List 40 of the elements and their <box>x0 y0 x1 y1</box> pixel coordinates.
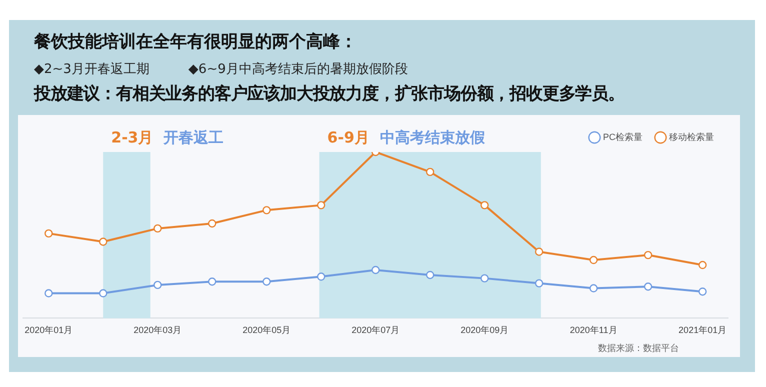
point <box>698 288 707 296</box>
point <box>208 278 216 286</box>
point <box>534 279 544 288</box>
band-label: 6-9月 中高考结束放假 <box>327 128 486 146</box>
x-tick-label: 2020年03月 <box>134 325 182 336</box>
point <box>372 266 380 274</box>
point <box>262 206 271 214</box>
x-tick-label: 2020年09月 <box>460 325 509 336</box>
x-tick-label: 2020年05月 <box>242 325 291 336</box>
point <box>426 270 434 280</box>
point <box>44 229 53 238</box>
point <box>480 274 489 282</box>
point <box>317 272 326 281</box>
point <box>208 219 216 228</box>
point <box>480 201 489 210</box>
point <box>644 250 652 260</box>
point <box>426 168 434 176</box>
point <box>99 238 108 246</box>
band-label: 2-3月 开春返工 <box>111 128 224 146</box>
point <box>589 284 598 292</box>
point <box>154 224 162 233</box>
point <box>154 280 162 290</box>
point <box>589 256 598 264</box>
chart-title: 餐饮技能培训在全年有很明显的两个高峰： <box>34 31 357 53</box>
text: 投放建议：有相关业务的客户应该加大投放力度，扩张市场份额，招收更多学员。 <box>34 83 624 105</box>
point <box>262 278 271 286</box>
point <box>317 201 326 210</box>
x-tick-label: 2020年01月 <box>24 325 73 336</box>
point <box>644 282 652 291</box>
chart-subtitle: ◆2~3月开春返工期 ◆6~9月中高考结束后的暑期放假阶段 <box>34 61 408 78</box>
x-tick-label: 2020年11月 <box>570 325 618 336</box>
legend-label: PC检索量 <box>603 132 643 142</box>
point <box>99 289 108 298</box>
x-tick-label: 2021年01月 <box>678 325 727 336</box>
point <box>534 248 544 256</box>
point <box>698 260 707 270</box>
source-note: 数据来源：数据平台 <box>598 342 679 355</box>
point <box>44 289 53 298</box>
x-tick-label: 2020年07月 <box>352 325 400 336</box>
legend-label: 移动检索量 <box>669 132 714 142</box>
